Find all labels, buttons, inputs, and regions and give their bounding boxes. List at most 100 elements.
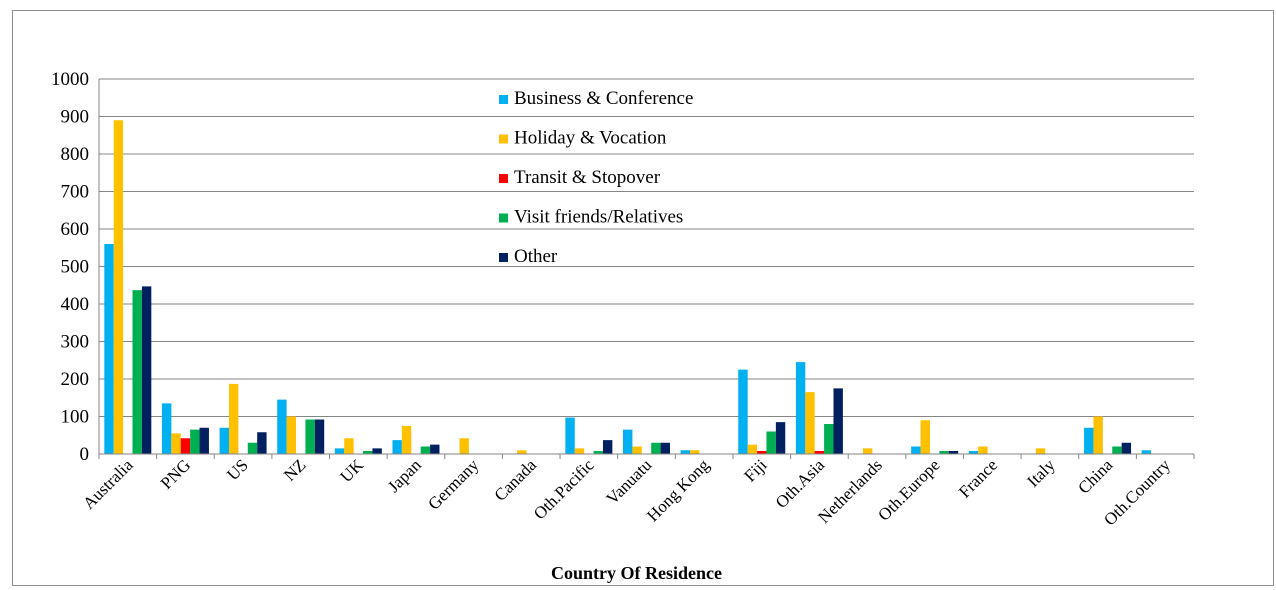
legend-swatch (499, 253, 508, 262)
legend: Business & Conference Holiday & Vocation T… (499, 88, 693, 267)
legend-swatch (499, 174, 508, 183)
bar (286, 416, 297, 454)
legend-swatch (499, 95, 508, 104)
bar (247, 442, 258, 454)
bar (257, 432, 267, 454)
gridlines (99, 78, 1194, 417)
y-tick-label: 500 (61, 257, 90, 278)
bar (517, 450, 527, 454)
x-category-label: NZ (280, 455, 309, 484)
bar (161, 403, 172, 454)
bar (141, 286, 152, 454)
x-category-label: China (1074, 455, 1116, 497)
bar (602, 440, 613, 454)
bar (344, 438, 354, 454)
bar (593, 451, 603, 454)
bar (833, 388, 843, 454)
bar (632, 446, 642, 454)
x-category-label: Oth.Pacific (530, 455, 598, 523)
legend-swatch (499, 134, 508, 144)
x-category-label: Germany (424, 455, 483, 514)
bar (104, 244, 114, 454)
bar (420, 446, 431, 454)
bar (680, 450, 691, 454)
y-tick-label: 100 (61, 407, 90, 428)
bar (1121, 442, 1132, 454)
x-category-label: Oth.Europe (874, 455, 943, 524)
legend-swatch (499, 213, 508, 223)
legend-label: Business & Conference (514, 88, 693, 109)
x-category-label: UK (336, 455, 367, 486)
bar (219, 427, 229, 454)
bar (939, 451, 949, 454)
legend-label: Holiday & Vocation (514, 128, 667, 149)
y-tick-label: 1000 (51, 69, 89, 90)
bar (766, 431, 776, 454)
x-category-label: Fiji (740, 455, 770, 485)
bar (1112, 446, 1122, 454)
bar (805, 392, 815, 454)
bar (430, 444, 440, 454)
bar (1084, 427, 1094, 454)
bar (775, 422, 786, 454)
y-tick-label: 800 (61, 144, 90, 165)
bar (862, 448, 873, 454)
bar (334, 448, 345, 454)
legend-label: Visit friends/Relatives (514, 207, 683, 228)
y-tick-label: 300 (61, 332, 90, 353)
bar (795, 362, 806, 454)
legend-label: Transit & Stopover (514, 167, 661, 188)
x-category-label: Oth.Asia (772, 455, 829, 512)
bar (1141, 450, 1152, 454)
y-tick-label: 600 (61, 219, 90, 240)
bar (651, 442, 661, 454)
bar (113, 120, 124, 454)
bar (305, 419, 315, 454)
bar (459, 438, 469, 454)
y-tick-label: 200 (61, 369, 90, 390)
x-category-labels: Australia PNG US NZ UK Japan Germany CanadaOth.… (79, 455, 1174, 529)
x-category-label: Italy (1023, 455, 1059, 491)
x-category-label: Japan (384, 455, 425, 496)
x-category-label: Canada (491, 455, 541, 505)
bar (277, 399, 287, 454)
legend-label: Other (514, 246, 558, 267)
bar (132, 290, 142, 454)
bar (392, 440, 402, 454)
bar (574, 448, 585, 454)
x-category-label: US (223, 455, 252, 484)
bar (314, 419, 325, 454)
bar (199, 427, 209, 454)
y-tick-label: 700 (61, 182, 90, 203)
bar (948, 451, 959, 454)
chart-frame: 0 100 200 300 400 500 600 700 800 900 1000 Austral… (12, 10, 1274, 586)
x-category-label: Hong Kong (643, 455, 713, 525)
y-tick-labels: 0 100 200 300 400 500 600 700 800 900 1000 (51, 69, 89, 465)
bar (824, 424, 834, 454)
y-tick-label: 400 (61, 294, 90, 315)
x-category-label: Vanuatu (602, 455, 655, 508)
bar (978, 446, 988, 454)
x-axis-title: Country Of Residence (551, 563, 722, 583)
bar (814, 451, 825, 454)
bar (565, 417, 575, 454)
bar (911, 446, 921, 454)
bar (738, 369, 748, 454)
bar (190, 429, 200, 454)
y-tick-label: 0 (80, 444, 90, 465)
bar (968, 451, 979, 454)
bars (104, 120, 1152, 454)
bar (747, 444, 758, 454)
bar (372, 448, 382, 454)
bar (171, 433, 181, 454)
bar (180, 438, 191, 454)
bar (757, 451, 767, 454)
y-tick-label: 900 (61, 107, 90, 128)
bar (1093, 416, 1103, 454)
bar (363, 451, 373, 454)
bar (228, 383, 239, 454)
x-category-label: PNG (157, 455, 194, 492)
bar (1035, 448, 1046, 454)
x-category-label: France (955, 455, 1001, 501)
